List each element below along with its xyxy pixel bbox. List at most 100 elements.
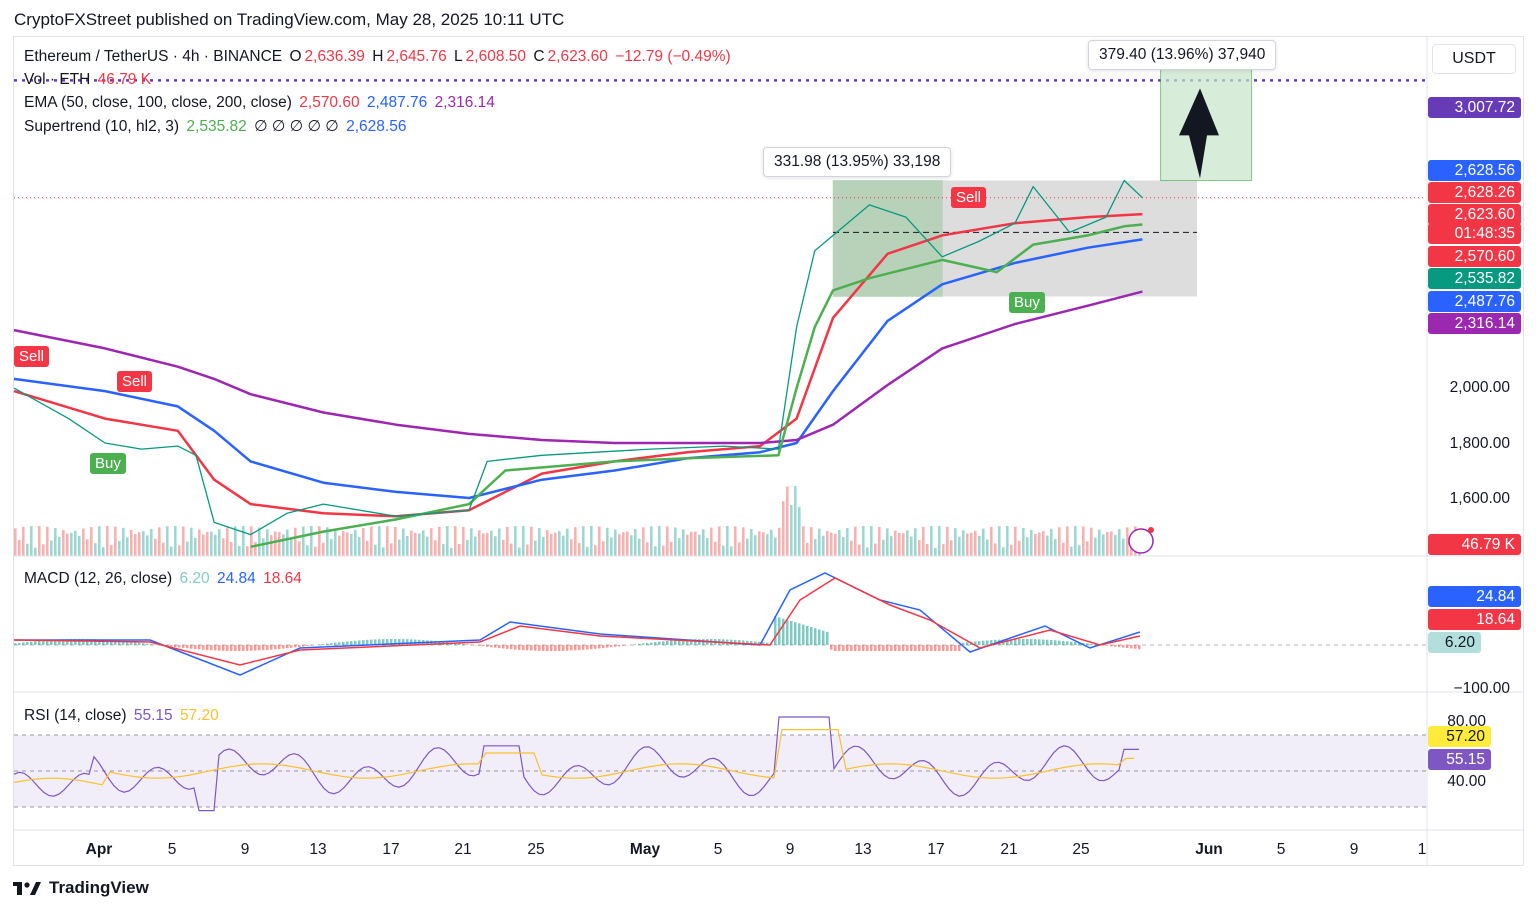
macd-histogram-bar: [954, 645, 957, 651]
macd-histogram-bar: [330, 643, 333, 645]
macd-histogram-bar: [846, 645, 849, 651]
macd-histogram-bar: [30, 641, 33, 645]
badge-ema100: 2,487.76: [1428, 291, 1521, 312]
volume-bar: [710, 527, 713, 556]
legend-volume: Vol · ETH 46.79 K: [24, 71, 154, 89]
macd-histogram-bar: [674, 640, 677, 645]
volume-bar: [530, 526, 533, 556]
volume-bar: [938, 526, 941, 556]
macd-histogram-bar: [874, 645, 877, 651]
volume-bar: [358, 537, 361, 556]
volume-bar: [762, 532, 765, 556]
macd-histogram-bar: [114, 640, 117, 645]
volume-bar: [422, 530, 425, 556]
chart-frame[interactable]: [13, 36, 1524, 866]
macd-histogram-bar: [802, 624, 805, 645]
volume-bar: [830, 532, 833, 556]
macd-histogram-bar: [510, 645, 513, 650]
macd-histogram-bar: [518, 645, 521, 650]
volume-bar: [18, 539, 21, 556]
legend-symbol[interactable]: Ethereum / TetherUS · 4h · BINANCE: [24, 48, 283, 65]
volume-bar: [638, 538, 641, 556]
time-axis-tick: 9: [240, 841, 250, 858]
macd-histogram-bar: [1118, 645, 1121, 648]
volume-bar: [1094, 537, 1097, 556]
macd-histogram-bar: [14, 643, 17, 645]
volume-bar: [438, 526, 441, 556]
macd-histogram-bar: [990, 640, 993, 645]
macd-histogram-bar: [86, 639, 89, 645]
macd-histogram-bar: [650, 642, 653, 645]
legend-st-value2: 2,628.56: [346, 118, 407, 135]
macd-histogram-bar: [602, 645, 605, 649]
macd-histogram-bar: [1074, 642, 1077, 645]
volume-bar: [906, 530, 909, 556]
macd-histogram-bar: [462, 643, 465, 645]
macd-histogram-bar: [502, 645, 505, 649]
macd-histogram-bar: [334, 642, 337, 645]
legend-ema-label[interactable]: EMA (50, close, 100, close, 200, close): [24, 94, 292, 111]
volume-bar: [362, 527, 365, 556]
legend-ema200: 2,316.14: [434, 94, 495, 111]
macd-histogram-bar: [638, 643, 641, 645]
volume-bar: [514, 526, 517, 556]
volume-bar: [398, 539, 401, 556]
macd-histogram-bar: [42, 640, 45, 645]
volume-bar: [650, 526, 653, 556]
volume-bar: [218, 529, 221, 556]
volume-bar: [606, 527, 609, 556]
legend-st-label[interactable]: Supertrend (10, hl2, 3): [24, 118, 180, 135]
macd-histogram-bar: [182, 645, 185, 648]
tradingview-logo[interactable]: TradingView: [13, 878, 149, 898]
volume-bar: [1078, 545, 1081, 556]
volume-bar: [374, 544, 377, 556]
volume-bar: [122, 527, 125, 556]
legend-vol-label[interactable]: Vol · ETH: [24, 71, 91, 88]
macd-histogram-bar: [262, 645, 265, 651]
volume-bar: [874, 543, 877, 556]
macd-histogram-bar: [374, 639, 377, 645]
macd-histogram-bar: [370, 639, 373, 645]
series-supertrend: [250, 223, 1143, 549]
legend-rsi-label[interactable]: RSI (14, close): [24, 707, 127, 724]
volume-bar: [494, 536, 497, 556]
macd-histogram-bar: [134, 642, 137, 645]
macd-histogram-bar: [854, 645, 857, 651]
macd-histogram-bar: [842, 645, 845, 651]
volume-bar: [998, 526, 1001, 556]
legend-macd-label[interactable]: MACD (12, 26, close): [24, 570, 173, 587]
volume-bar: [434, 540, 437, 556]
volume-bar: [854, 526, 857, 556]
volume-bar: [230, 541, 233, 556]
macd-histogram-bar: [818, 629, 821, 645]
volume-bar: [666, 526, 669, 556]
currency-button[interactable]: USDT: [1432, 44, 1516, 74]
volume-bar: [482, 533, 485, 556]
macd-histogram-bar: [286, 645, 289, 649]
volume-bar: [450, 547, 453, 556]
legend-st-empty: ∅ ∅ ∅ ∅ ∅: [254, 118, 339, 135]
macd-histogram-bar: [570, 645, 573, 651]
volume-bar: [846, 528, 849, 556]
macd-histogram-bar: [174, 645, 177, 647]
volume-bar: [622, 532, 625, 556]
macd-histogram-bar: [838, 645, 841, 651]
volume-bar: [62, 530, 65, 556]
volume-bar: [1102, 534, 1105, 556]
macd-histogram-bar: [490, 645, 493, 648]
volume-bar: [678, 538, 681, 556]
volume-bar: [82, 528, 85, 556]
volume-bar: [574, 527, 577, 556]
volume-bar: [1070, 546, 1073, 556]
macd-histogram-bar: [190, 645, 193, 649]
macd-histogram-bar: [218, 645, 221, 651]
volume-bar: [314, 546, 317, 556]
macd-histogram-bar: [390, 639, 393, 645]
volume-bar: [1018, 540, 1021, 556]
volume-bar: [78, 535, 81, 556]
volume-bar: [646, 542, 649, 556]
volume-bar: [918, 540, 921, 556]
legend-h-label: H: [372, 48, 384, 65]
macd-histogram-bar: [574, 645, 577, 651]
